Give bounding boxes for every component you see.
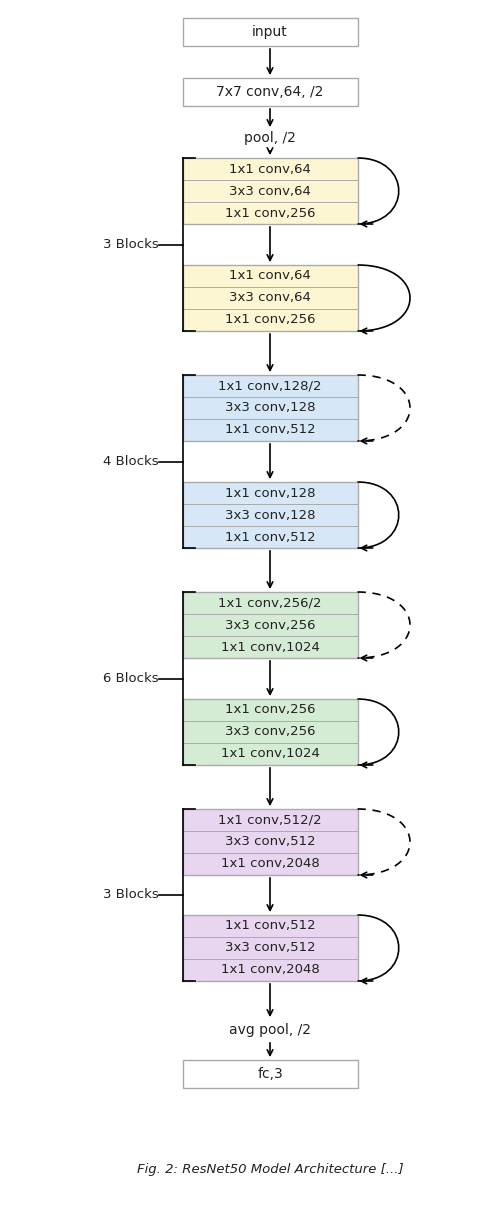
Text: 4 Blocks: 4 Blocks bbox=[103, 455, 158, 467]
Text: 3x3 conv,128: 3x3 conv,128 bbox=[225, 509, 315, 522]
Text: 1x1 conv,512: 1x1 conv,512 bbox=[225, 919, 315, 933]
Text: 1x1 conv,512: 1x1 conv,512 bbox=[225, 424, 315, 436]
Text: 1x1 conv,2048: 1x1 conv,2048 bbox=[221, 964, 319, 976]
Text: 3x3 conv,512: 3x3 conv,512 bbox=[225, 836, 315, 848]
Bar bbox=[182, 265, 358, 331]
Text: 3x3 conv,64: 3x3 conv,64 bbox=[229, 291, 311, 304]
Text: 3x3 conv,128: 3x3 conv,128 bbox=[225, 401, 315, 414]
Bar bbox=[182, 1059, 358, 1088]
Bar bbox=[182, 79, 358, 106]
Text: 3x3 conv,512: 3x3 conv,512 bbox=[225, 941, 315, 954]
Text: 1x1 conv,128: 1x1 conv,128 bbox=[225, 487, 315, 499]
Text: pool, /2: pool, /2 bbox=[244, 130, 296, 145]
Text: Fig. 2: ResNet50 Model Architecture [...]: Fig. 2: ResNet50 Model Architecture [...… bbox=[137, 1163, 403, 1177]
Text: 1x1 conv,256: 1x1 conv,256 bbox=[225, 703, 315, 716]
Text: 1x1 conv,1024: 1x1 conv,1024 bbox=[221, 640, 319, 654]
Bar bbox=[182, 374, 358, 441]
Text: fc,3: fc,3 bbox=[257, 1067, 283, 1081]
Bar bbox=[182, 809, 358, 875]
Text: avg pool, /2: avg pool, /2 bbox=[229, 1023, 311, 1036]
Bar bbox=[182, 914, 358, 981]
Text: 3 Blocks: 3 Blocks bbox=[103, 238, 158, 251]
Text: 3 Blocks: 3 Blocks bbox=[103, 889, 158, 901]
Text: 1x1 conv,256: 1x1 conv,256 bbox=[225, 314, 315, 326]
Bar bbox=[182, 158, 358, 223]
Bar bbox=[182, 482, 358, 548]
Text: 1x1 conv,1024: 1x1 conv,1024 bbox=[221, 748, 319, 761]
Bar bbox=[182, 592, 358, 658]
Text: input: input bbox=[252, 25, 288, 39]
Text: 1x1 conv,256/2: 1x1 conv,256/2 bbox=[218, 597, 322, 610]
Bar bbox=[182, 18, 358, 46]
Text: 1x1 conv,64: 1x1 conv,64 bbox=[229, 269, 311, 283]
Text: 7x7 conv,64, /2: 7x7 conv,64, /2 bbox=[216, 85, 324, 99]
Text: 1x1 conv,64: 1x1 conv,64 bbox=[229, 163, 311, 175]
Text: 6 Blocks: 6 Blocks bbox=[103, 672, 158, 685]
Text: 1x1 conv,128/2: 1x1 conv,128/2 bbox=[218, 379, 322, 393]
Text: 3x3 conv,64: 3x3 conv,64 bbox=[229, 185, 311, 197]
Text: 1x1 conv,2048: 1x1 conv,2048 bbox=[221, 858, 319, 871]
Text: 3x3 conv,256: 3x3 conv,256 bbox=[225, 618, 315, 632]
Bar bbox=[182, 699, 358, 765]
Text: 1x1 conv,256: 1x1 conv,256 bbox=[225, 207, 315, 220]
Text: 3x3 conv,256: 3x3 conv,256 bbox=[225, 726, 315, 738]
Text: 1x1 conv,512/2: 1x1 conv,512/2 bbox=[218, 813, 322, 826]
Text: 1x1 conv,512: 1x1 conv,512 bbox=[225, 530, 315, 544]
